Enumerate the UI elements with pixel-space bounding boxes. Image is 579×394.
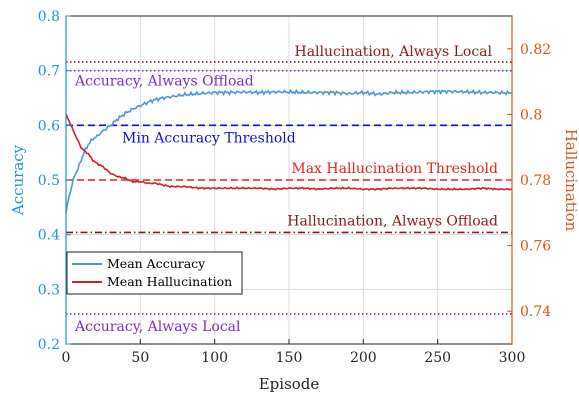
series-line-mean-hallucination (65, 113, 513, 192)
left-tick-label: 0.8 (38, 9, 60, 25)
reference-line-label: Hallucination, Always Offload (287, 213, 498, 229)
left-tick-label: 0.7 (38, 64, 60, 80)
right-tick-label: 0.8 (520, 107, 542, 123)
x-tick-label: 100 (201, 350, 228, 366)
reference-line-label: Hallucination, Always Local (294, 44, 492, 60)
legend: Mean Accuracy Mean Hallucination (66, 251, 243, 295)
legend-label: Mean Hallucination (107, 274, 232, 289)
legend-label: Mean Accuracy (107, 256, 206, 271)
x-tick-label: 200 (350, 350, 377, 366)
series-lines (65, 88, 513, 213)
reference-lines (66, 61, 512, 315)
left-axis-title: Accuracy (9, 144, 27, 216)
x-tick-label: 50 (131, 350, 149, 366)
right-tick-label: 0.82 (520, 42, 551, 58)
x-axis-title: Episode (259, 375, 320, 393)
left-tick-label: 0.3 (38, 282, 60, 298)
reference-line-label: Accuracy, Always Offload (74, 74, 254, 90)
reference-line-label: Max Hallucination Threshold (291, 161, 498, 177)
annotations: Hallucination, Always Local Accuracy, Alw… (74, 44, 498, 335)
ticks: 0 50 100 150 200 250 300 0.2 0.3 0.4 0.5 0.6 0.7 0.8 0… (38, 9, 552, 366)
left-tick-label: 0.2 (38, 337, 60, 353)
right-axis-title: Hallucination (562, 129, 579, 232)
x-tick-label: 250 (424, 350, 451, 366)
x-tick-label: 0 (62, 350, 71, 366)
legend-box (66, 251, 243, 295)
right-tick-label: 0.76 (520, 239, 551, 255)
right-tick-label: 0.74 (520, 304, 551, 320)
x-tick-label: 300 (499, 350, 526, 366)
left-tick-label: 0.4 (38, 228, 60, 244)
series-line-mean-accuracy (65, 88, 513, 213)
x-tick-label: 150 (276, 350, 303, 366)
right-tick-label: 0.78 (520, 173, 551, 189)
left-tick-label: 0.6 (38, 118, 60, 134)
left-tick-label: 0.5 (38, 173, 60, 189)
reference-line-label: Accuracy, Always Local (74, 319, 241, 335)
reference-line-label: Min Accuracy Threshold (122, 130, 296, 146)
